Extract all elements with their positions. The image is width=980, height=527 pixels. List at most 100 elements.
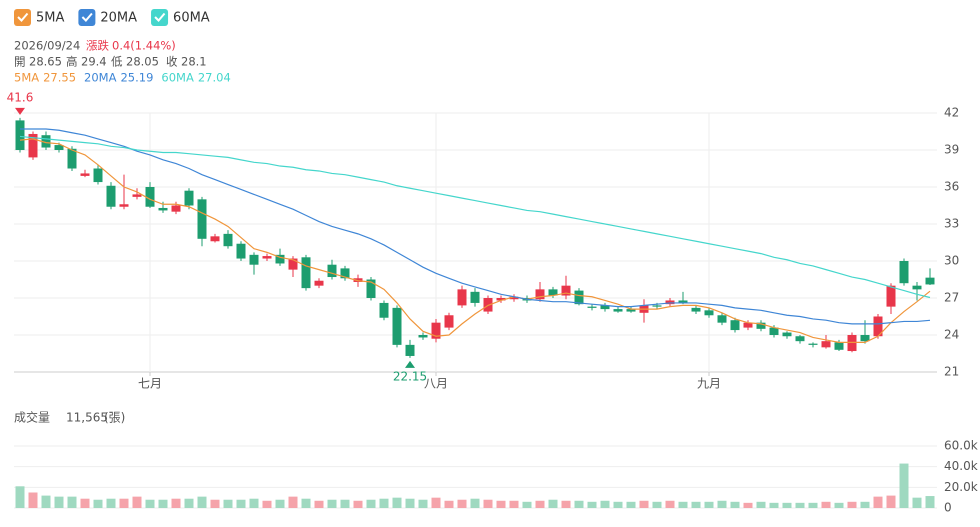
legend-check[interactable]	[154, 12, 166, 22]
legend[interactable]: 5MA 20MA 60MA	[14, 9, 210, 26]
candle-body	[158, 207, 168, 211]
close: 28.1	[181, 55, 207, 69]
volume-bar	[535, 500, 545, 508]
legend-label[interactable]: 60MA	[173, 11, 210, 26]
volume-bar	[847, 501, 857, 508]
candle-body	[730, 320, 740, 331]
candle-body	[327, 264, 337, 278]
candle-body	[834, 342, 844, 350]
y-tick-label: 0	[944, 501, 952, 515]
ma-line	[19, 138, 931, 343]
volume-bar	[353, 500, 363, 508]
volume-bar	[327, 499, 337, 508]
legend-label[interactable]: 20MA	[100, 11, 137, 26]
legend-checkbox[interactable]	[14, 9, 31, 26]
ma-value: 27.04	[198, 71, 231, 85]
legend-check[interactable]	[81, 12, 93, 22]
volume-bar	[717, 500, 727, 508]
volume-bar	[730, 501, 740, 508]
change: 0.4(1.44%)	[112, 39, 176, 53]
volume-bar	[873, 496, 883, 508]
candle-body	[28, 133, 38, 158]
candle-body	[67, 148, 77, 169]
volume-bar	[834, 502, 844, 508]
candle-body	[197, 199, 207, 239]
volume-bar	[67, 496, 77, 508]
ma-value: 25.19	[120, 71, 153, 85]
legend-label[interactable]: 5MA	[36, 11, 64, 26]
volume-bar	[340, 499, 350, 508]
volume-bar	[782, 502, 792, 508]
candle-body	[574, 290, 584, 305]
candle-body	[756, 322, 766, 329]
volume-bar	[509, 500, 519, 508]
ma-line	[19, 135, 931, 299]
candle-body	[418, 335, 428, 338]
candle-body	[236, 243, 246, 259]
volume-bar	[483, 499, 493, 508]
volume-bar	[691, 501, 701, 508]
volume-bar	[119, 498, 129, 508]
y-tick-label: 30	[944, 254, 959, 268]
volume-bar	[431, 497, 441, 508]
volume-label: 成交量	[14, 410, 50, 425]
candle-body	[691, 307, 701, 312]
legend-checkbox[interactable]	[151, 9, 169, 26]
candle-body	[262, 256, 272, 259]
candle-body	[613, 309, 623, 312]
volume-bar	[249, 498, 259, 508]
volume-bar	[444, 500, 454, 508]
high: 29.4	[81, 55, 107, 69]
legend-check[interactable]	[17, 12, 29, 22]
candle-body	[886, 285, 896, 307]
volume-bar	[41, 495, 51, 508]
date: 2026/09/24	[14, 39, 80, 53]
open-label: 開	[14, 55, 26, 69]
y-tick-label: 42	[944, 106, 959, 120]
candle-body	[249, 254, 259, 265]
y-tick-label: 36	[944, 180, 959, 194]
candle-body	[106, 185, 116, 207]
candle-body	[379, 302, 389, 318]
volume-bar	[639, 500, 649, 508]
y-tick-label: 40.0k	[944, 459, 978, 473]
candle-body	[301, 257, 311, 289]
ma-name: 20MA	[84, 71, 117, 85]
volume-bar	[652, 501, 662, 508]
volume-bar	[54, 496, 64, 508]
candle-body	[769, 327, 779, 335]
volume-bar	[899, 463, 909, 508]
volume-bar	[80, 498, 90, 508]
y-tick-label: 20.0k	[944, 480, 978, 494]
volume-bar	[392, 497, 402, 508]
ma-name: 5MA	[14, 71, 39, 85]
volume-bar	[197, 496, 207, 508]
candle-body	[587, 306, 597, 308]
volume-bar	[158, 499, 168, 508]
x-tick-label: 八月	[424, 377, 448, 391]
candle-body	[496, 298, 506, 301]
y-tick-label: 27	[944, 291, 959, 305]
volume-bar	[15, 486, 25, 508]
volume-bar	[925, 496, 935, 508]
volume-bar	[626, 501, 636, 508]
volume-bar	[756, 501, 766, 508]
candle-body	[223, 233, 233, 247]
volume-bar	[522, 501, 532, 508]
volume-unit: (張)	[104, 411, 125, 425]
volume-bar	[795, 502, 805, 508]
volume-bar	[470, 498, 480, 508]
candle-body	[171, 205, 181, 212]
ma-line	[20, 128, 931, 325]
ma-name: 60MA	[161, 71, 194, 85]
candle-body	[899, 261, 909, 284]
low: 28.05	[126, 55, 159, 69]
y-tick-label: 33	[944, 217, 959, 231]
volume-bar	[379, 498, 389, 508]
candle-body	[860, 335, 870, 342]
candle-body	[743, 322, 753, 328]
volume-bar	[210, 499, 220, 508]
volume-bar	[457, 499, 467, 508]
legend-checkbox[interactable]	[78, 9, 96, 26]
candle-body	[821, 341, 831, 348]
